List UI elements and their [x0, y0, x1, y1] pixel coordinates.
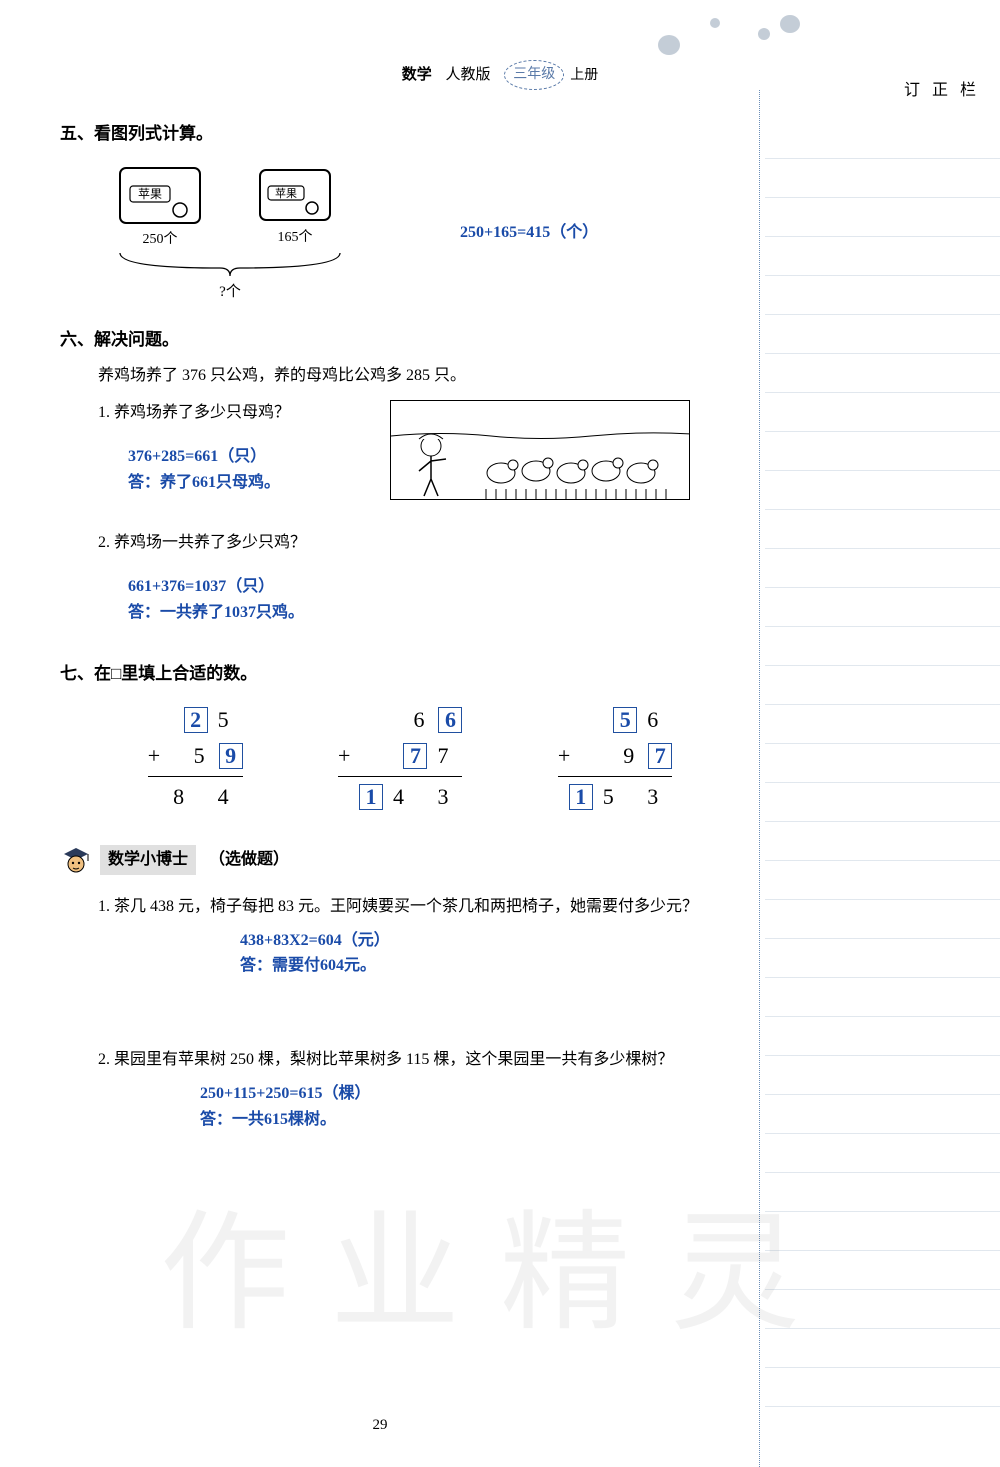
section6-q2: 2. 养鸡场一共养了多少只鸡？: [98, 530, 760, 556]
scholar-q1-text: 1. 茶几 438 元，椅子每把 83 元。王阿姨要买一个茶几和两把椅子，她需要…: [98, 891, 760, 923]
section6-q2-answer: 答：一共养了1037只鸡。: [128, 600, 760, 626]
svg-text:?个: ?个: [219, 283, 241, 300]
header-version: 人教版: [446, 67, 491, 83]
main-content: 五、看图列式计算。 苹果 250个 苹果 165个 ?个 250+165=415…: [60, 120, 760, 1132]
apple-boxes-diagram: 苹果 250个 苹果 165个 ?个: [100, 158, 420, 308]
margin-divider: [759, 90, 760, 1467]
svg-text:苹果: 苹果: [138, 187, 162, 201]
page-header: 数学 人教版 三年级上册: [60, 40, 940, 90]
scholar-title: 数学小博士: [100, 845, 196, 875]
svg-text:165个: 165个: [278, 229, 313, 245]
section6-intro: 养鸡场养了 376 只公鸡，养的母鸡比公鸡多 285 只。: [98, 363, 760, 389]
scholar-q1-answer: 答：需要付604元。: [240, 953, 760, 979]
header-subject: 数学: [402, 67, 432, 83]
chicken-illustration: [390, 400, 690, 500]
math-problem-2: 66 + 77 14 3: [338, 702, 462, 814]
section6-q2-calc: 661+376=1037（只）: [128, 574, 760, 600]
svg-text:苹果: 苹果: [275, 186, 297, 200]
section6-title: 六、解决问题。: [60, 326, 760, 353]
scholar-section-header: 数学小博士 （选做题）: [60, 844, 760, 876]
section5-title: 五、看图列式计算。: [60, 120, 760, 147]
math-problem-3: 56 + 97 15 3: [558, 702, 672, 814]
scholar-icon: [60, 844, 92, 876]
section6-q1: 1. 养鸡场养了多少只母鸡？: [98, 400, 360, 426]
section7-title: 七、在□里填上合适的数。: [60, 660, 760, 687]
svg-text:250个: 250个: [143, 231, 178, 247]
section7-problems: 25 + 59 8 4 66 + 77 14 3 56 + 97 15 3: [100, 702, 720, 814]
scholar-q2-answer: 答：一共615棵树。: [200, 1107, 760, 1133]
section6-q1-calc: 376+285=661（只）: [128, 444, 360, 470]
page-number: 29: [0, 1413, 760, 1437]
scholar-subtitle: （选做题）: [209, 847, 289, 873]
page: 数学 人教版 三年级上册 订 正 栏 五、看图列式计算。 苹果 250个 苹果 …: [0, 0, 1000, 1467]
scholar-q1-calc: 438+83X2=604（元）: [240, 928, 760, 954]
section5-answer: 250+165=415（个）: [460, 220, 598, 246]
notebook-lines: [765, 120, 1000, 1420]
grade-badge: 三年级: [504, 60, 564, 90]
scholar-q2-calc: 250+115+250=615（棵）: [200, 1081, 760, 1107]
section5-figure-row: 苹果 250个 苹果 165个 ?个 250+165=415（个）: [100, 158, 760, 308]
section6-q1-answer: 答：养了661只母鸡。: [128, 470, 360, 496]
header-volume: 上册: [570, 68, 598, 83]
math-problem-1: 25 + 59 8 4: [148, 702, 243, 814]
correction-column-label: 订 正 栏: [904, 78, 980, 104]
scholar-q2-text: 2. 果园里有苹果树 250 棵，梨树比苹果树多 115 棵，这个果园里一共有多…: [98, 1044, 760, 1076]
